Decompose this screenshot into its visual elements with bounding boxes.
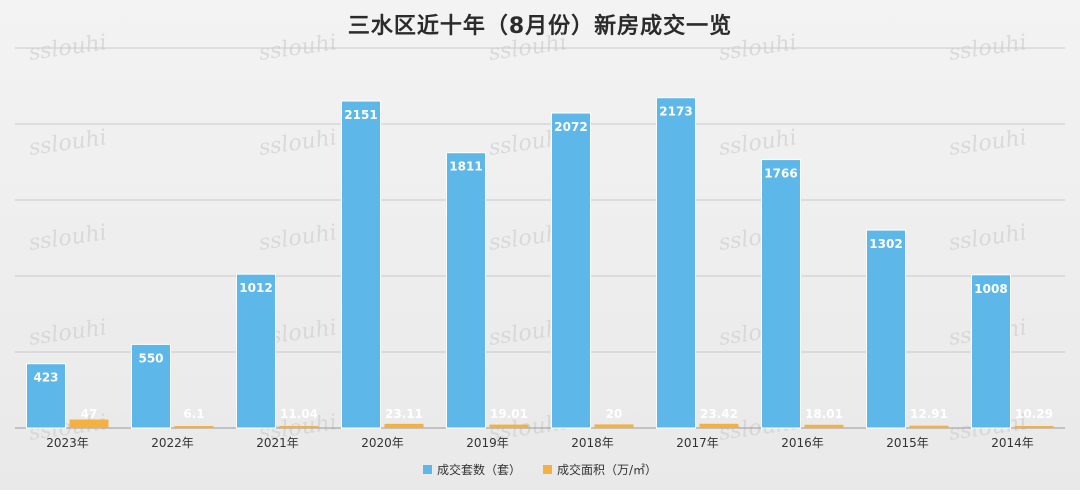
x-tick-label: 2015年: [886, 436, 929, 450]
bar-area: [69, 419, 109, 428]
data-label-area: 47: [81, 407, 98, 421]
bar-area: [909, 425, 949, 428]
data-label-units: 1008: [974, 282, 1007, 296]
x-tick-label: 2023年: [46, 436, 89, 450]
x-tick-label: 2019年: [466, 436, 509, 450]
x-tick-label: 2021年: [256, 436, 299, 450]
watermark-text: sslouhi: [257, 220, 338, 256]
data-label-area: 6.1: [183, 407, 204, 421]
data-label-area: 23.11: [385, 407, 423, 421]
watermark-text: sslouhi: [27, 125, 108, 161]
bar-area: [279, 426, 319, 428]
data-label-area: 12.91: [910, 407, 948, 421]
watermark-text: sslouhi: [717, 125, 798, 161]
x-tick-label: 2020年: [361, 436, 404, 450]
bar-area: [699, 423, 739, 428]
legend-item-units: 成交套数（套）: [422, 461, 521, 478]
bar-units: [971, 274, 1011, 429]
bar-units: [551, 112, 591, 429]
watermark-text: sslouhi: [257, 125, 338, 161]
data-label-area: 20: [606, 407, 623, 421]
x-tick-label: 2022年: [151, 436, 194, 450]
watermark-text: sslouhi: [947, 125, 1028, 161]
bar-units: [446, 152, 486, 429]
bar-area: [384, 423, 424, 428]
bar-area: [1014, 426, 1054, 428]
bar-area: [804, 424, 844, 428]
x-tick-label: 2014年: [991, 436, 1034, 450]
legend: 成交套数（套） 成交面积（万/㎡）: [0, 461, 1080, 478]
legend-item-area: 成交面积（万/㎡）: [542, 461, 658, 478]
data-label-area: 18.01: [805, 407, 843, 421]
chart-title: 三水区近十年（8月份）新房成交一览: [347, 14, 733, 39]
bar-area: [594, 424, 634, 428]
data-label-area: 10.29: [1015, 407, 1053, 421]
bar-units: [131, 343, 171, 429]
data-label-units: 1811: [449, 160, 482, 174]
bar-area: [174, 426, 214, 428]
data-label-area: 23.42: [700, 407, 738, 421]
data-label-units: 2072: [554, 120, 587, 134]
bar-units: [656, 97, 696, 429]
data-label-area: 11.04: [280, 407, 318, 421]
bar-area: [489, 424, 529, 428]
data-label-area: 19.01: [490, 407, 528, 421]
data-label-units: 2151: [344, 108, 377, 122]
bar-units: [761, 159, 801, 429]
watermark-text: sslouhi: [27, 220, 108, 256]
data-label-units: 1012: [239, 281, 272, 295]
data-label-units: 2173: [659, 105, 692, 119]
legend-swatch-units: [422, 465, 432, 474]
bar-units: [236, 273, 276, 429]
legend-label-area: 成交面积（万/㎡）: [556, 463, 658, 477]
watermark-text: sslouhi: [947, 220, 1028, 256]
bar-units: [26, 363, 66, 429]
bar-units: [866, 229, 906, 429]
legend-swatch-area: [542, 465, 552, 474]
data-label-units: 1766: [764, 167, 797, 181]
x-tick-label: 2018年: [571, 436, 614, 450]
data-label-units: 423: [33, 371, 58, 385]
x-tick-label: 2016年: [781, 436, 824, 450]
x-tick-label: 2017年: [676, 436, 719, 450]
bar-units: [341, 100, 381, 429]
data-label-units: 1302: [869, 237, 902, 251]
data-label-units: 550: [138, 351, 163, 365]
watermark-text: sslouhi: [27, 315, 108, 351]
legend-label-units: 成交套数（套）: [436, 463, 521, 477]
